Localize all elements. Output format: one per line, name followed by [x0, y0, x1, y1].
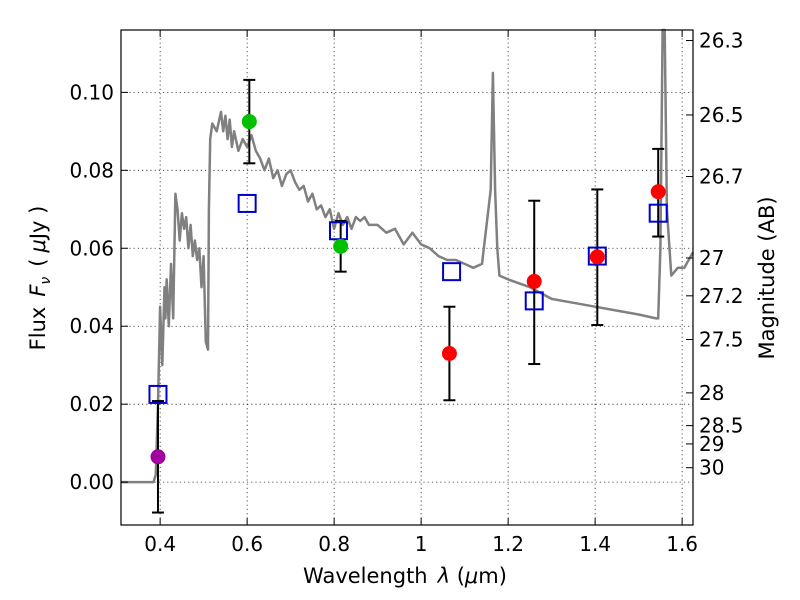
ticks-layer: 0.4 0.6 0.8 1 1.2 1.4 1.6 0.00 0.02 0.04 0.06 0.08 0…	[69, 29, 743, 556]
model-spectrum-line	[121, 28, 695, 484]
x-tick-label: 0.4	[144, 532, 176, 556]
observed-flux-point	[241, 114, 257, 130]
x-tick-label: 0.8	[318, 532, 350, 556]
magnitude-tick-label: 30	[699, 456, 724, 480]
points-layer	[148, 78, 668, 514]
observed-flux-point	[333, 238, 349, 254]
plot-frame	[120, 29, 694, 526]
magnitude-tick-label: 27.5	[699, 327, 744, 351]
y-tick-label: 0.06	[69, 236, 114, 260]
model-photometry-square	[148, 384, 168, 404]
grid-layer	[121, 30, 693, 525]
model-photometry-square	[587, 246, 607, 266]
observed-flux-point	[526, 273, 542, 289]
x-axis-label: Wavelength λ (μm)	[303, 564, 507, 588]
x-tick-label: 0.6	[231, 532, 263, 556]
magnitude-tick-label: 26.7	[699, 165, 744, 189]
magnitude-tick-label: 27	[699, 246, 724, 270]
x-tick-label: 1.6	[666, 532, 698, 556]
magnitude-tick-label: 26.5	[699, 103, 744, 127]
magnitude-tick-label: 27.2	[699, 284, 744, 308]
y-tick-label: 0.10	[69, 80, 114, 104]
x-tick-label: 1.2	[492, 532, 524, 556]
model-photometry-square	[648, 203, 668, 223]
observed-flux-point	[150, 449, 166, 465]
magnitude-tick-label: 28.5	[699, 414, 744, 438]
observed-flux-point	[441, 346, 457, 362]
y-tick-label: 0.04	[69, 314, 114, 338]
y-tick-label: 0.00	[69, 470, 114, 494]
magnitude-tick-label: 29	[699, 432, 724, 456]
magnitude-tick-label: 26.3	[699, 29, 744, 53]
y2-axis-label: Magnitude (AB)	[755, 196, 779, 359]
y-tick-label: 0.02	[69, 392, 114, 416]
model-photometry-square	[442, 262, 462, 282]
magnitude-tick-label: 28	[699, 381, 724, 405]
spectrum-layer	[121, 28, 695, 484]
y-axis-label: FluxFν(μJy )	[26, 206, 54, 351]
y-tick-label: 0.08	[69, 158, 114, 182]
x-tick-label: 1.4	[579, 532, 611, 556]
model-photometry-square	[524, 291, 544, 311]
observed-flux-point	[589, 249, 605, 265]
observed-flux-point	[650, 184, 666, 200]
model-photometry-square	[237, 193, 257, 213]
x-tick-label: 1	[415, 532, 428, 556]
